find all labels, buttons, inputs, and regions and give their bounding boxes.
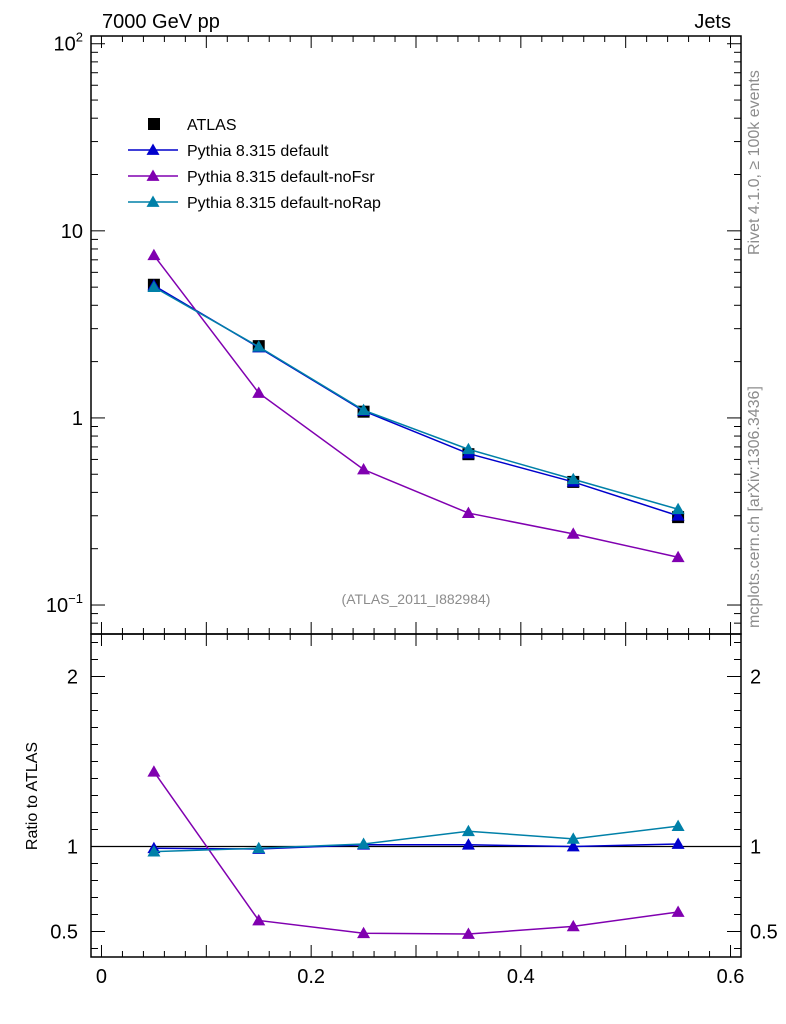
analysis-watermark: (ATLAS_2011_I882984) <box>342 591 491 607</box>
series-line-noRap <box>153 286 679 510</box>
series-point-noRap <box>461 442 475 455</box>
header-left-label: 7000 GeV pp <box>102 11 220 33</box>
legend-marker-atlas <box>148 118 160 130</box>
rivet-version-label: Rivet 4.1.0, ≥ 100k events <box>746 70 763 255</box>
y-tick-label-base: 10 <box>54 34 76 56</box>
ratio-point-noFsr <box>671 905 685 917</box>
ratio-point-noRap <box>461 824 475 837</box>
mcplots-source-label: mcplots.cern.ch [arXiv:1306.3436] <box>746 386 763 628</box>
y-tick-label: 10 <box>61 221 83 243</box>
x-tick-label: 0.4 <box>507 966 535 988</box>
ratio-y-axis-label: Ratio to ATLAS <box>24 742 41 850</box>
series-point-noFsr <box>671 550 685 563</box>
ratio-y-tick-label-right: 0.5 <box>750 922 778 944</box>
legend-marker-default <box>146 143 160 155</box>
x-tick-label: 0 <box>96 966 107 988</box>
y-tick-label: 102 <box>54 30 83 56</box>
ratio-point-noRap <box>566 832 580 844</box>
series-line-noFsr <box>153 254 679 558</box>
legend-marker-noFsr <box>146 169 160 181</box>
x-tick-label: 0.6 <box>717 966 745 988</box>
legend-label: Pythia 8.315 default-noRap <box>187 195 381 212</box>
series-point-noFsr <box>461 506 475 518</box>
series-point-noFsr <box>566 527 580 539</box>
series-point-noFsr <box>147 248 161 261</box>
ratio-point-noFsr <box>461 927 475 939</box>
ratio-y-tick-label-left: 0.5 <box>50 922 78 944</box>
legend-label: Pythia 8.315 default-noFsr <box>187 169 375 186</box>
series-point-noRap <box>357 403 371 416</box>
ratio-point-noRap <box>147 845 161 857</box>
series-point-noFsr <box>252 386 266 398</box>
header-right-label: Jets <box>694 11 731 33</box>
ratio-point-noRap <box>252 841 266 854</box>
series-point-noRap <box>566 472 580 485</box>
ratio-line-noFsr <box>153 771 679 935</box>
x-tick-label: 0.2 <box>297 966 325 988</box>
ratio-plot-frame <box>90 633 742 958</box>
y-tick-label-exponent: 2 <box>76 30 83 45</box>
ratio-point-noFsr <box>147 765 161 777</box>
ratio-y-tick-label-right: 2 <box>750 667 761 689</box>
y-tick-label: 10−1 <box>46 591 83 617</box>
y-tick-label: 1 <box>72 408 83 430</box>
ratio-point-noFsr <box>566 919 580 932</box>
y-tick-label-exponent: −1 <box>68 591 83 606</box>
ratio-y-tick-label-left: 2 <box>67 667 78 689</box>
series-point-noRap <box>147 280 161 293</box>
series-line-default <box>153 284 679 517</box>
series-point-noRap <box>252 340 266 352</box>
series-point-default <box>671 509 685 521</box>
ratio-point-default <box>566 840 580 852</box>
ratio-point-noRap <box>357 837 371 849</box>
series-point-noRap <box>671 502 685 515</box>
ratio-y-tick-label-right: 1 <box>750 837 761 859</box>
y-tick-label-base: 10 <box>46 595 68 617</box>
ratio-point-noRap <box>671 819 685 831</box>
series-point-noFsr <box>357 463 371 475</box>
ratio-point-noFsr <box>357 926 371 939</box>
legend-label: ATLAS <box>187 117 237 134</box>
ratio-point-default <box>671 837 685 849</box>
ratio-y-tick-label-left: 1 <box>67 837 78 859</box>
ratio-point-noFsr <box>252 913 266 926</box>
ratio-line-noRap <box>153 825 679 853</box>
legend-label: Pythia 8.315 default <box>187 143 329 160</box>
ratio-point-default <box>461 838 475 850</box>
legend-marker-noRap <box>146 195 160 207</box>
